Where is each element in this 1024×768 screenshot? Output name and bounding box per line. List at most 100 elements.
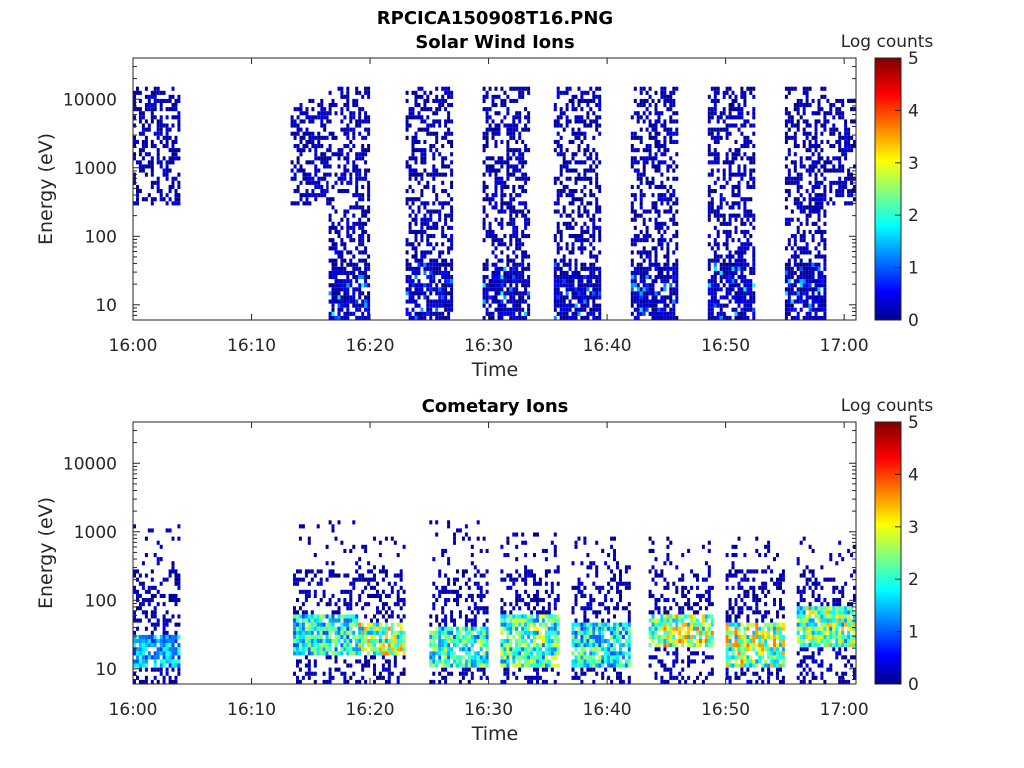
spectrogram-cell bbox=[171, 659, 175, 664]
spectrogram-cell bbox=[802, 283, 806, 288]
spectrogram-cell bbox=[592, 303, 596, 308]
spectrogram-cell bbox=[853, 144, 856, 149]
colorbar-label: Log counts bbox=[841, 32, 934, 52]
spectrogram-cell bbox=[500, 98, 504, 103]
spectrogram-cell bbox=[358, 622, 362, 627]
spectrogram-cell bbox=[323, 176, 327, 181]
spectrogram-cell bbox=[334, 266, 338, 271]
spectrogram-cell bbox=[660, 152, 664, 157]
spectrogram-cell bbox=[307, 540, 311, 545]
spectrogram-cell bbox=[136, 593, 139, 598]
spectrogram-cell bbox=[793, 139, 797, 144]
spectrogram-cell bbox=[805, 299, 809, 304]
spectrogram-cell bbox=[411, 229, 415, 234]
spectrogram-cell bbox=[740, 246, 744, 251]
spectrogram-cell bbox=[553, 303, 557, 308]
spectrogram-cell bbox=[722, 111, 726, 116]
spectrogram-cell bbox=[408, 197, 412, 202]
spectrogram-cell bbox=[574, 307, 578, 312]
spectrogram-cell bbox=[826, 111, 830, 116]
spectrogram-cell bbox=[346, 98, 350, 103]
spectrogram-cell bbox=[417, 242, 421, 247]
spectrogram-cell bbox=[565, 221, 569, 226]
spectrogram-cell bbox=[669, 307, 673, 312]
spectrogram-cell bbox=[515, 283, 519, 288]
spectrogram-cell bbox=[716, 176, 720, 181]
spectrogram-cell bbox=[331, 561, 335, 566]
spectrogram-cell bbox=[553, 119, 557, 124]
spectrogram-cell bbox=[420, 315, 424, 320]
spectrogram-cell bbox=[408, 287, 412, 292]
spectrogram-cell bbox=[177, 647, 181, 652]
spectrogram-cell bbox=[556, 139, 560, 144]
spectrogram-cell bbox=[150, 103, 154, 108]
spectrogram-cell bbox=[512, 229, 516, 234]
spectrogram-cell bbox=[740, 315, 744, 320]
spectrogram-cell bbox=[802, 291, 806, 296]
spectrogram-cell bbox=[509, 164, 513, 169]
spectrogram-cell bbox=[352, 299, 356, 304]
spectrogram-cell bbox=[817, 287, 821, 292]
spectrogram-cell bbox=[666, 315, 670, 320]
spectrogram-cell bbox=[663, 254, 667, 259]
spectrogram-cell bbox=[497, 156, 501, 161]
spectrogram-cell bbox=[349, 250, 353, 255]
spectrogram-cell bbox=[743, 242, 747, 247]
spectrogram-cell bbox=[411, 266, 415, 271]
spectrogram-cell bbox=[636, 213, 640, 218]
spectrogram-cell bbox=[352, 127, 356, 132]
spectrogram-cell bbox=[346, 168, 350, 173]
spectrogram-cell bbox=[518, 295, 522, 300]
spectrogram-cell bbox=[633, 307, 637, 312]
spectrogram-cell bbox=[509, 275, 513, 280]
spectrogram-cell bbox=[636, 299, 640, 304]
spectrogram-cell bbox=[829, 189, 833, 194]
spectrogram-cell bbox=[144, 139, 148, 144]
spectrogram-cell bbox=[787, 119, 791, 124]
spectrogram-cell bbox=[823, 164, 827, 169]
spectrogram-cell bbox=[411, 189, 415, 194]
spectrogram-cell bbox=[165, 651, 169, 656]
spectrogram-cell bbox=[577, 299, 581, 304]
spectrogram-cell bbox=[731, 254, 735, 259]
spectrogram-cell bbox=[784, 111, 788, 116]
spectrogram-cell bbox=[553, 262, 557, 267]
spectrogram-cell bbox=[177, 663, 181, 668]
spectrogram-cell bbox=[343, 266, 347, 271]
spectrogram-cell bbox=[302, 168, 306, 173]
spectrogram-cell bbox=[147, 589, 151, 594]
spectrogram-cell bbox=[346, 315, 350, 320]
spectrogram-cell bbox=[426, 262, 430, 267]
spectrogram-cell bbox=[666, 295, 670, 300]
spectrogram-cell bbox=[707, 184, 711, 189]
spectrogram-cell bbox=[435, 659, 439, 664]
spectrogram-cell bbox=[323, 127, 327, 132]
spectrogram-cell bbox=[352, 614, 356, 619]
spectrogram-cell bbox=[343, 299, 347, 304]
spectrogram-cell bbox=[364, 172, 368, 177]
spectrogram-cell bbox=[823, 94, 827, 99]
spectrogram-cell bbox=[417, 229, 421, 234]
spectrogram-cell bbox=[586, 303, 590, 308]
spectrogram-cell bbox=[299, 135, 303, 140]
spectrogram-cell bbox=[847, 189, 851, 194]
spectrogram-cell bbox=[364, 585, 368, 590]
spectrogram-cell bbox=[429, 225, 433, 230]
spectrogram-cell bbox=[577, 115, 581, 120]
spectrogram-cell bbox=[669, 299, 673, 304]
spectrogram-cell bbox=[387, 593, 391, 598]
spectrogram-cell bbox=[159, 647, 163, 652]
spectrogram-cell bbox=[515, 111, 519, 116]
spectrogram-cell bbox=[820, 123, 824, 128]
spectrogram-cell bbox=[435, 111, 439, 116]
spectrogram-cell bbox=[438, 254, 442, 259]
solar-wind-panel: Solar Wind Ions 16:00 16:10 16:20 16:30 16:4… bbox=[35, 32, 933, 381]
spectrogram-cell bbox=[367, 663, 371, 668]
spectrogram-cell bbox=[381, 655, 385, 660]
spectrogram-cell bbox=[731, 152, 735, 157]
spectrogram-cell bbox=[710, 311, 714, 316]
spectrogram-cell bbox=[817, 160, 821, 165]
spectrogram-cell bbox=[787, 303, 791, 308]
spectrogram-cell bbox=[811, 197, 815, 202]
spectrogram-cell bbox=[512, 115, 516, 120]
